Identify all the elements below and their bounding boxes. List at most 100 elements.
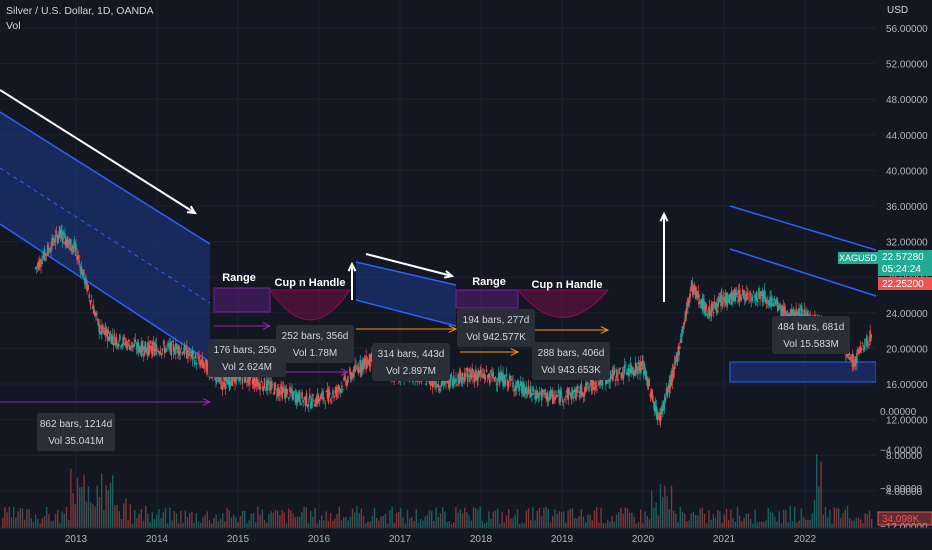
price-candle (87, 284, 89, 290)
volume-bar (455, 506, 457, 528)
price-candle (468, 369, 471, 371)
price-candle (282, 387, 285, 392)
price-candle (489, 378, 491, 384)
price-candle (521, 384, 523, 394)
price-candle (657, 413, 660, 415)
volume-bar (791, 521, 794, 528)
volume-bar (589, 514, 591, 528)
volume-bar (59, 522, 61, 528)
price-candle (281, 387, 283, 399)
price-candle (86, 282, 88, 292)
price-candle (558, 395, 561, 404)
volume-bar (466, 512, 468, 528)
time-tick-label: 2013 (65, 534, 88, 545)
price-candle (736, 293, 739, 296)
price-candle (776, 301, 779, 311)
volume-bar (552, 515, 554, 528)
volume-bar (285, 523, 288, 528)
price-candle (534, 396, 536, 399)
price-candle (271, 383, 274, 385)
price-candle (758, 288, 760, 298)
price-candle (159, 350, 162, 355)
price-candle (324, 403, 327, 405)
price-candle (292, 393, 295, 400)
volume-bar (123, 503, 125, 528)
measurement-volume: Vol 15.583M (783, 339, 839, 350)
price-candle (647, 384, 649, 390)
price-candle (312, 394, 314, 396)
price-candle (269, 384, 271, 391)
volume-bar (602, 523, 604, 528)
price-candle (862, 348, 865, 351)
time-tick-label: 2016 (308, 534, 331, 545)
volume-bar (811, 513, 813, 528)
volume-bar (138, 513, 140, 528)
duration-arrow-head (262, 322, 272, 330)
price-candle (294, 394, 297, 403)
volume-bar (690, 513, 692, 528)
price-candle (363, 358, 366, 362)
price-candle (115, 338, 118, 345)
price-candle (617, 378, 619, 381)
price-candle (637, 368, 639, 375)
volume-bar (607, 519, 609, 528)
volume-bar (17, 511, 19, 528)
volume-bar (582, 516, 585, 528)
price-candle (176, 347, 178, 349)
volume-bar (846, 506, 849, 528)
price-candle (44, 253, 47, 257)
volume-bar (57, 510, 59, 528)
price-candle (43, 248, 46, 261)
volume-bar (868, 510, 871, 528)
measurement-volume: Vol 1.78M (293, 348, 337, 359)
volume-bar (288, 508, 290, 528)
volume-bar (758, 521, 761, 528)
price-candle (490, 370, 492, 373)
price-candle (156, 348, 158, 350)
duration-arrow-head (202, 398, 212, 406)
price-candle (593, 386, 596, 390)
price-candle (767, 300, 769, 304)
price-candle (684, 311, 687, 320)
volume-bar (631, 512, 633, 528)
volume-bar (136, 517, 138, 528)
price-candle (503, 375, 505, 387)
price-candle (219, 377, 222, 381)
price-candle (639, 361, 642, 367)
price-candle (755, 291, 758, 302)
price-candle (592, 381, 595, 385)
volume-bar (763, 521, 765, 528)
volume-bar (829, 509, 831, 528)
volume-bar (400, 508, 402, 528)
price-candle (443, 378, 445, 386)
volume-bar (519, 523, 521, 528)
price-candle (535, 391, 538, 401)
price-candle (264, 389, 267, 391)
channel-upper-line (0, 111, 211, 245)
volume-bar (19, 507, 21, 528)
volume-bar (453, 522, 455, 528)
price-candle (678, 350, 680, 355)
price-candle (701, 298, 704, 311)
price-candle (805, 311, 807, 313)
price-candle (523, 384, 525, 397)
price-candle (201, 357, 204, 366)
price-candle (544, 388, 546, 396)
price-candle (845, 357, 847, 359)
volume-bar (261, 509, 263, 528)
price-candle (121, 343, 123, 348)
price-candle (323, 398, 325, 400)
price-candle (642, 360, 644, 369)
volume-bar (754, 509, 756, 528)
price-candle (362, 358, 364, 363)
price-candle (36, 263, 39, 267)
price-candle (254, 383, 257, 387)
price-candle (303, 397, 306, 398)
price-candle (73, 242, 76, 250)
volume-bar (772, 512, 774, 528)
price-candle (635, 364, 638, 367)
price-candle (306, 404, 309, 407)
volume-bar (840, 517, 842, 528)
price-candle (161, 348, 164, 351)
